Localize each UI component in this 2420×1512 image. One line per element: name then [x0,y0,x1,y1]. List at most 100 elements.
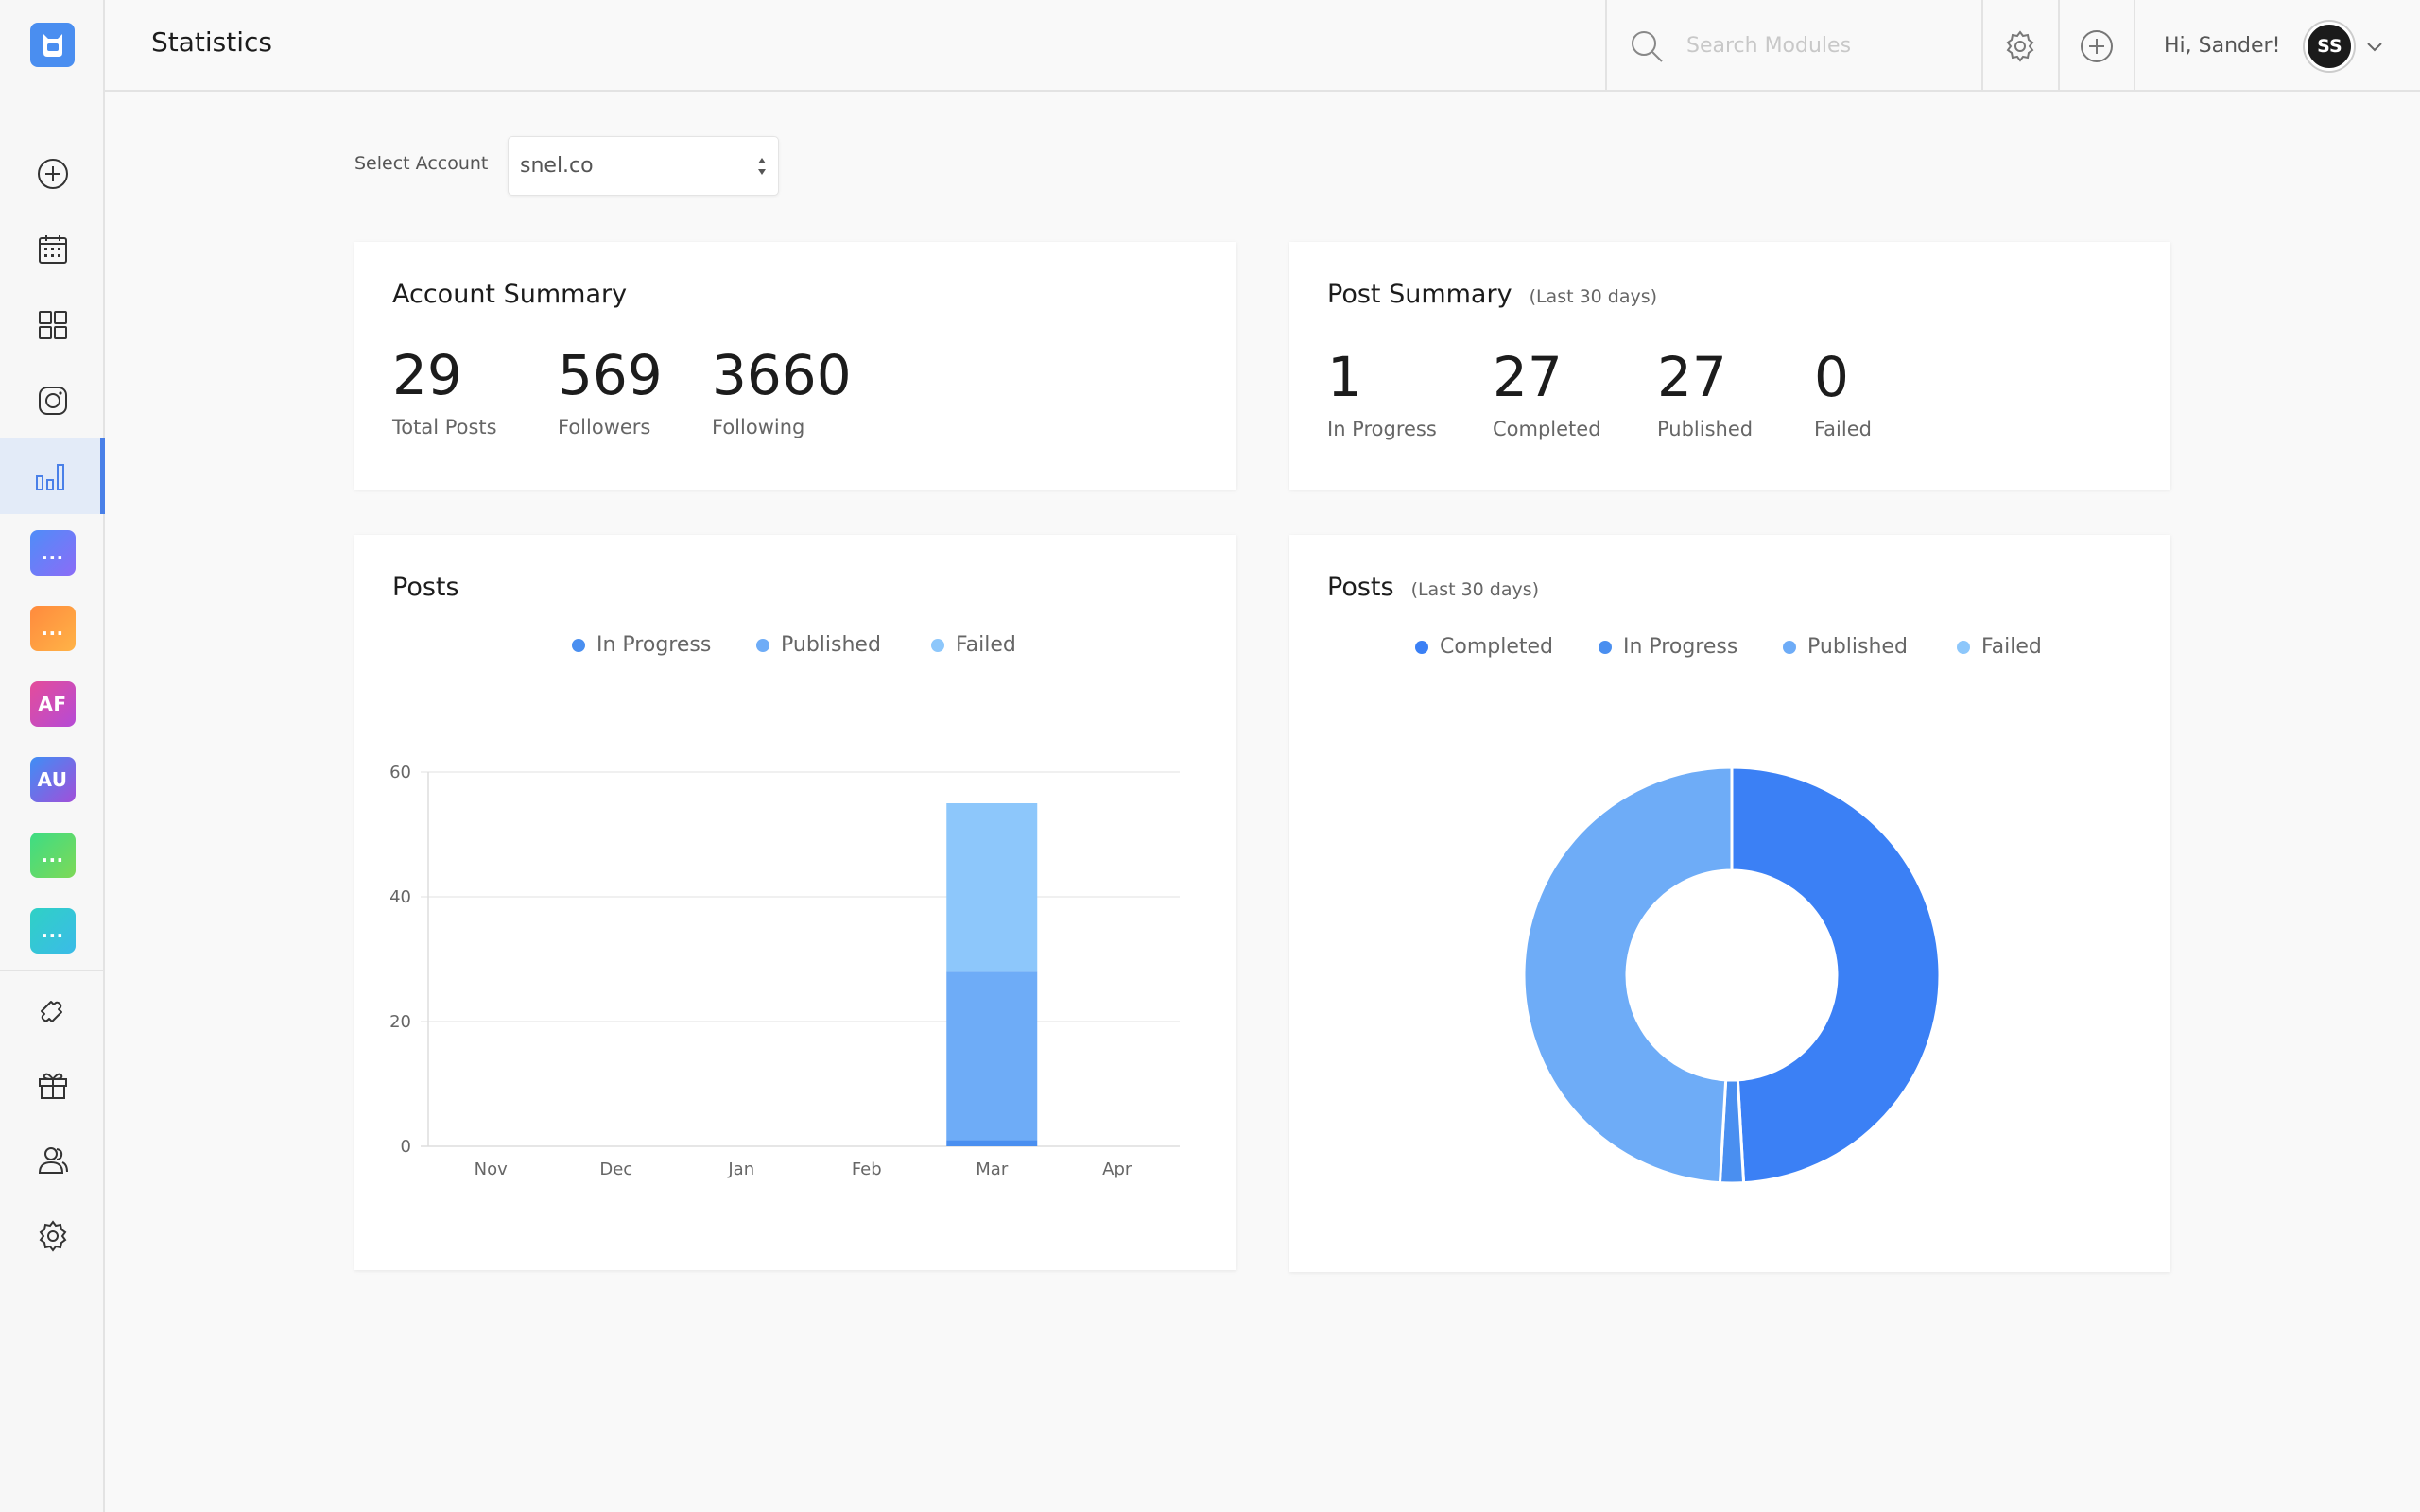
stat-value: 3660 [712,343,852,407]
user-menu[interactable]: Hi, Sander! SS [2134,0,2420,92]
y-tick-label: 40 [389,887,411,907]
sidebar-app-af[interactable]: AF [0,666,105,742]
legend-item-published[interactable]: Published [756,633,881,657]
gear-icon [39,1220,66,1252]
legend-label: Failed [956,633,1016,657]
sidebar-item-instagram[interactable] [0,363,105,438]
sidebar-item-calendar[interactable] [0,212,105,287]
account-select-value: snel.co [520,154,594,178]
legend-dot [572,638,585,652]
settings-button[interactable] [1981,0,2057,92]
legend-dot [756,638,769,652]
card-title: Posts [392,573,459,602]
x-tick-label: Nov [475,1160,508,1179]
sidebar-app-5[interactable]: ... [0,817,105,893]
page-title: Statistics [151,26,272,58]
card-subtitle: (Last 30 days) [1410,579,1540,600]
sidebar-item-rewards[interactable] [0,1047,105,1123]
legend-dot [1415,640,1428,654]
stat-label: Total Posts [392,416,497,438]
search-icon [1632,30,1663,62]
sidebar-app-1[interactable]: ... [0,515,105,591]
search-box[interactable] [1605,0,1991,92]
donut-slice [1730,765,1942,1185]
account-select[interactable]: snel.co [508,136,779,196]
sidebar: ... ... AF AU ... ... [0,0,105,1512]
stat-published: 27 Published [1657,350,1753,440]
sidebar-item-team[interactable] [0,1123,105,1198]
gear-icon [2006,29,2034,62]
bar-segment [946,803,1038,972]
card-title: Account Summary [392,280,628,309]
card-title-text: Posts [1327,573,1394,602]
sidebar-app-6[interactable]: ... [0,893,105,969]
donut-slice [1522,765,1734,1185]
sidebar-app-au[interactable]: AU [0,742,105,817]
bar-segment [946,1140,1038,1146]
app-tile: ... [29,833,76,878]
legend-dot [1957,640,1970,654]
sidebar-item-dashboard[interactable] [0,287,105,363]
sidebar-item-settings[interactable] [0,1198,105,1274]
account-summary-card: Account Summary 29 Total Posts 569 Follo… [354,242,1236,490]
plus-circle-icon [2081,29,2113,62]
sidebar-item-statistics[interactable] [0,438,105,514]
app-tile: ... [29,530,76,576]
app-tile: AU [29,757,76,802]
bar-chart-icon [36,464,64,490]
y-tick-label: 0 [401,1137,411,1157]
app-logo[interactable] [30,23,75,67]
posts-donut-chart [1522,765,1942,1185]
search-input[interactable] [1686,34,1970,58]
stat-label: Following [712,416,805,438]
stat-value: 1 [1327,345,1362,409]
stat-value: 27 [1493,345,1563,409]
select-arrows-icon [758,158,766,175]
legend-item-failed[interactable]: Failed [1957,635,2042,659]
stat-followers: 569 Followers [558,348,663,438]
grid-icon [38,311,67,339]
legend-item-in-progress[interactable]: In Progress [1599,635,1737,659]
stat-value: 569 [558,343,663,407]
x-tick-label: Apr [1102,1160,1132,1179]
legend-label: In Progress [596,633,712,657]
puzzle-icon [40,1001,62,1022]
legend-item-published[interactable]: Published [1783,635,1908,659]
select-account-label: Select Account [354,153,489,174]
sidebar-app-2[interactable]: ... [0,591,105,666]
legend-label: Published [1807,635,1908,659]
legend-label: In Progress [1623,635,1738,659]
stat-label: Failed [1814,418,1872,440]
sidebar-item-create[interactable] [0,136,105,212]
x-tick-label: Jan [727,1160,754,1179]
stat-total-posts: 29 Total Posts [392,348,497,438]
card-title: Post Summary (Last 30 days) [1327,280,1657,309]
post-summary-card: Post Summary (Last 30 days) 1 In Progress… [1289,242,2170,490]
instagram-icon [38,387,67,415]
logo-icon [43,33,62,57]
app-tile: ... [29,606,76,651]
stat-following: 3660 Following [712,348,852,438]
app-tile: ... [29,908,76,954]
avatar[interactable]: SS [2305,21,2355,71]
legend-item-failed[interactable]: Failed [931,633,1016,657]
legend-item-completed[interactable]: Completed [1415,635,1553,659]
sidebar-item-integrations[interactable] [0,971,105,1047]
users-icon [38,1147,68,1174]
legend-item-in-progress[interactable]: In Progress [572,633,711,657]
card-title-text: Post Summary [1327,280,1512,309]
stat-completed: 27 Completed [1493,350,1601,440]
stat-value: 27 [1657,345,1727,409]
gift-icon [38,1073,67,1099]
y-tick-label: 20 [389,1012,411,1032]
x-tick-label: Dec [599,1160,632,1179]
stat-label: Completed [1493,418,1601,440]
chevron-down-icon[interactable] [2363,35,2386,58]
add-button[interactable] [2058,0,2134,92]
y-tick-label: 60 [389,763,411,782]
stat-label: In Progress [1327,418,1437,440]
legend-label: Published [781,633,881,657]
legend-label: Failed [1981,635,2042,659]
card-title: Posts (Last 30 days) [1327,573,1539,602]
x-tick-label: Feb [852,1160,882,1179]
